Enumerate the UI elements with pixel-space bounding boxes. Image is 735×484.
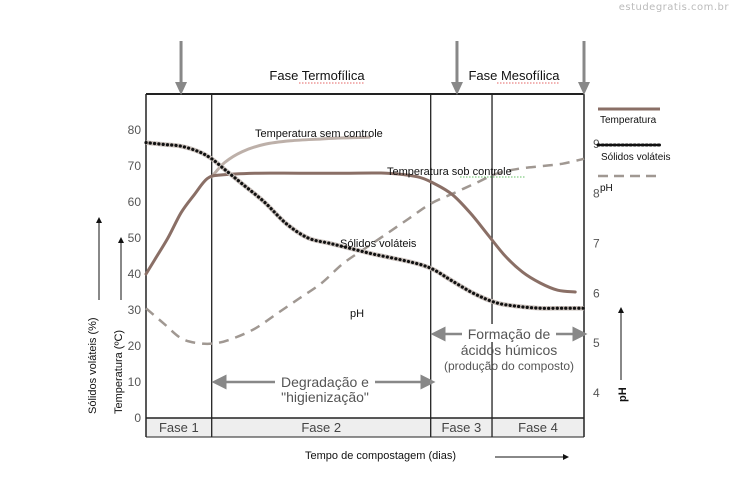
right-tick-label: 5 bbox=[593, 336, 600, 350]
left-tick-label: 50 bbox=[128, 231, 142, 245]
phase-arrow-head bbox=[578, 82, 590, 95]
phase-band bbox=[146, 418, 584, 437]
annotation-formacao-3: (produção do composto) bbox=[444, 359, 574, 373]
annotation-formacao-2: ácidos húmicos bbox=[461, 342, 558, 358]
annotation-temp-sob-controle: Temperatura sob controle bbox=[387, 166, 512, 178]
left-tick-label: 40 bbox=[128, 267, 142, 281]
label-fase-mesofilica: Fase Mesofílica bbox=[468, 68, 560, 83]
phase-label: Fase 4 bbox=[518, 420, 558, 435]
right-tick-label: 8 bbox=[593, 187, 600, 201]
left-tick-label: 10 bbox=[128, 375, 142, 389]
legend-label-solidos: Sólidos voláteis bbox=[601, 152, 670, 163]
legend-label-temperatura: Temperatura bbox=[600, 115, 657, 126]
annotation-degradacao-1: Degradação e bbox=[281, 374, 369, 390]
phase-label: Fase 3 bbox=[441, 420, 481, 435]
formacao-bg bbox=[462, 324, 556, 342]
degradacao-bg bbox=[275, 372, 375, 404]
phase-label: Fase 1 bbox=[159, 420, 199, 435]
right-tick-label: 7 bbox=[593, 237, 600, 251]
ylabel-temperatura: Temperatura (ºC) bbox=[113, 330, 125, 414]
right-tick-label: 9 bbox=[593, 137, 600, 151]
left-tick-label: 70 bbox=[128, 159, 142, 173]
phase-arrow-head bbox=[175, 82, 188, 95]
ylabel-ph: pH bbox=[617, 387, 629, 402]
annotation-formacao-1: Formação de bbox=[468, 326, 551, 342]
phase-arrow-head bbox=[450, 82, 463, 95]
series-line-ph bbox=[145, 157, 585, 346]
left-tick-label: 60 bbox=[128, 195, 142, 209]
right-tick-label: 4 bbox=[593, 386, 600, 400]
left-tick-label: 30 bbox=[128, 303, 142, 317]
annotation-ph: pH bbox=[350, 308, 364, 320]
annotation-degradacao-2: "higienização" bbox=[281, 389, 369, 405]
label-fase-termofilica: Fase Termofílica bbox=[269, 68, 365, 83]
right-tick-label: 6 bbox=[593, 286, 600, 300]
left-tick-label: 20 bbox=[128, 339, 142, 353]
phase-label: Fase 2 bbox=[301, 420, 341, 435]
watermark: estudegratis.com.br bbox=[618, 2, 729, 13]
annotation-solidos: Sólidos voláteis bbox=[340, 238, 417, 250]
series-line-s-lidos-vol-teis bbox=[144, 141, 586, 310]
left-tick-label: 0 bbox=[134, 411, 141, 425]
annotation-temp-sem-controle: Temperatura sem controle bbox=[255, 128, 383, 140]
legend: Temperatura Sólidos voláteis pH bbox=[596, 107, 670, 194]
ylabel-solidos: Sólidos voláteis (%) bbox=[87, 317, 99, 414]
left-tick-label: 80 bbox=[128, 123, 142, 137]
xlabel: Tempo de compostagem (dias) bbox=[305, 450, 456, 462]
legend-label-ph: pH bbox=[600, 183, 613, 194]
series-line-temperatura-sob-controle bbox=[144, 171, 577, 294]
series-line-temperatura-sem-controle bbox=[210, 135, 371, 179]
